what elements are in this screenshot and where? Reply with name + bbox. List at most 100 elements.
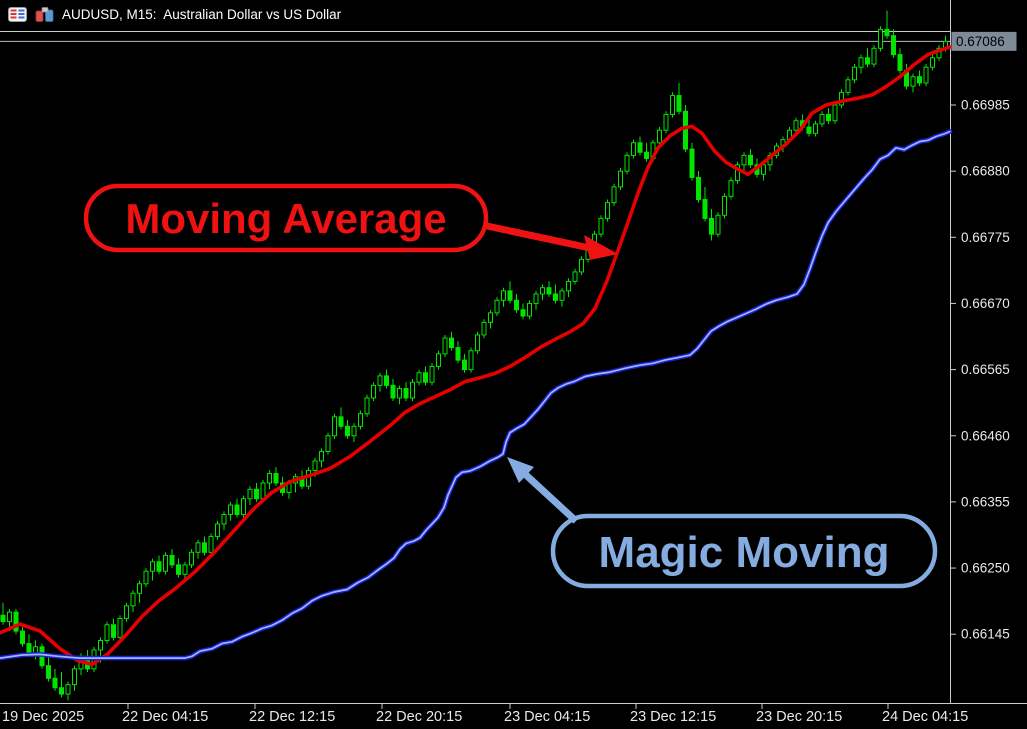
candle-body: [657, 129, 662, 144]
candle-body: [182, 564, 188, 575]
candle-body: [65, 684, 71, 695]
price-scale[interactable]: 0.66985 0.66880 0.66775 0.66670 0.66565 0.664…: [950, 31, 1017, 642]
candle: [611, 183, 617, 206]
candle: [462, 353, 467, 373]
candle-body: [403, 388, 409, 399]
candle: [221, 511, 227, 531]
candle: [709, 208, 714, 241]
price-axis-label: 0.66670: [961, 296, 1010, 311]
candle-body: [826, 113, 831, 122]
chart-title: AUDUSD, M15: Australian Dollar vs US Dol…: [62, 7, 342, 22]
magic-moving-arrow: [523, 472, 579, 524]
candle: [130, 590, 136, 613]
candle-body: [312, 460, 318, 471]
candle: [117, 615, 123, 641]
candle-body: [156, 561, 162, 572]
candle-body: [858, 57, 864, 68]
candle-body: [507, 290, 513, 301]
candle-body: [891, 35, 896, 56]
market-watch-icon[interactable]: [8, 7, 27, 22]
candle: [13, 609, 19, 635]
candle: [566, 278, 571, 298]
candle: [143, 568, 149, 587]
candle-body: [26, 643, 32, 654]
candle-body: [702, 199, 708, 219]
candle: [930, 54, 935, 71]
candle: [325, 432, 331, 455]
candle: [514, 294, 519, 313]
candle-body: [124, 605, 129, 619]
candle-body: [13, 611, 19, 632]
candle-body: [72, 668, 77, 686]
candle: [273, 467, 279, 487]
candle: [189, 549, 194, 569]
moving-average-callout-label: Moving Average: [125, 195, 446, 242]
candle: [65, 681, 71, 701]
candle: [182, 561, 188, 581]
candle-body: [878, 28, 883, 49]
candle: [527, 300, 532, 320]
candle-body: [468, 350, 474, 371]
candle: [390, 379, 396, 402]
candle-body: [819, 113, 825, 125]
candle-body: [221, 514, 227, 525]
candle-body: [267, 473, 272, 484]
candle-body: [897, 54, 903, 71]
candle: [579, 256, 584, 276]
candle-body: [20, 630, 25, 645]
chart-titlebar: AUDUSD, M15: Australian Dollar vs US Dol…: [0, 0, 1027, 29]
candle-body: [442, 337, 448, 355]
candle-body: [494, 299, 500, 314]
candle: [793, 117, 799, 134]
candle: [455, 341, 461, 364]
candle: [631, 139, 636, 159]
candle: [832, 101, 838, 124]
candle-body: [33, 646, 38, 654]
candle-body: [247, 488, 253, 500]
candle: [696, 171, 701, 203]
magic-moving-callout: Magic Moving: [507, 457, 938, 589]
current-price-label: 0.67086: [956, 34, 1005, 49]
candle: [371, 382, 376, 402]
candle: [241, 495, 246, 518]
candle-body: [559, 290, 565, 301]
candle: [124, 602, 129, 622]
candle: [364, 394, 370, 417]
candle: [670, 92, 675, 118]
time-scale[interactable]: 19 Dec 2025 22 Dec 04:15 22 Dec 12:15 22 De…: [2, 704, 968, 725]
price-axis-label: 0.66145: [961, 627, 1010, 642]
candle: [59, 672, 64, 698]
candle: [520, 303, 526, 320]
candle-body: [208, 536, 214, 553]
candle: [306, 467, 311, 490]
candle-body: [176, 564, 181, 575]
candle: [52, 668, 58, 691]
candle-body: [709, 217, 714, 235]
bar-chart-icon[interactable]: [35, 7, 54, 22]
candle: [384, 369, 389, 389]
candle-body: [689, 148, 695, 178]
candle-body: [397, 388, 402, 399]
candle-body: [605, 202, 610, 219]
candle-body: [0, 614, 6, 623]
candle: [936, 45, 942, 61]
candle-body: [676, 95, 682, 112]
candle: [319, 448, 324, 468]
candle-body: [806, 126, 812, 134]
price-axis-label: 0.66565: [961, 362, 1010, 377]
candle: [923, 64, 929, 87]
candle-body: [7, 611, 12, 623]
magic-moving-line-core: [0, 130, 951, 659]
candle: [806, 117, 812, 137]
candle: [449, 331, 454, 351]
candle-body: [143, 570, 149, 585]
candle: [20, 624, 25, 647]
candle-body: [332, 416, 337, 437]
candle-body: [46, 665, 51, 679]
candle: [618, 168, 623, 191]
candle: [865, 48, 870, 68]
candle-body: [455, 347, 461, 361]
candle: [507, 281, 513, 304]
